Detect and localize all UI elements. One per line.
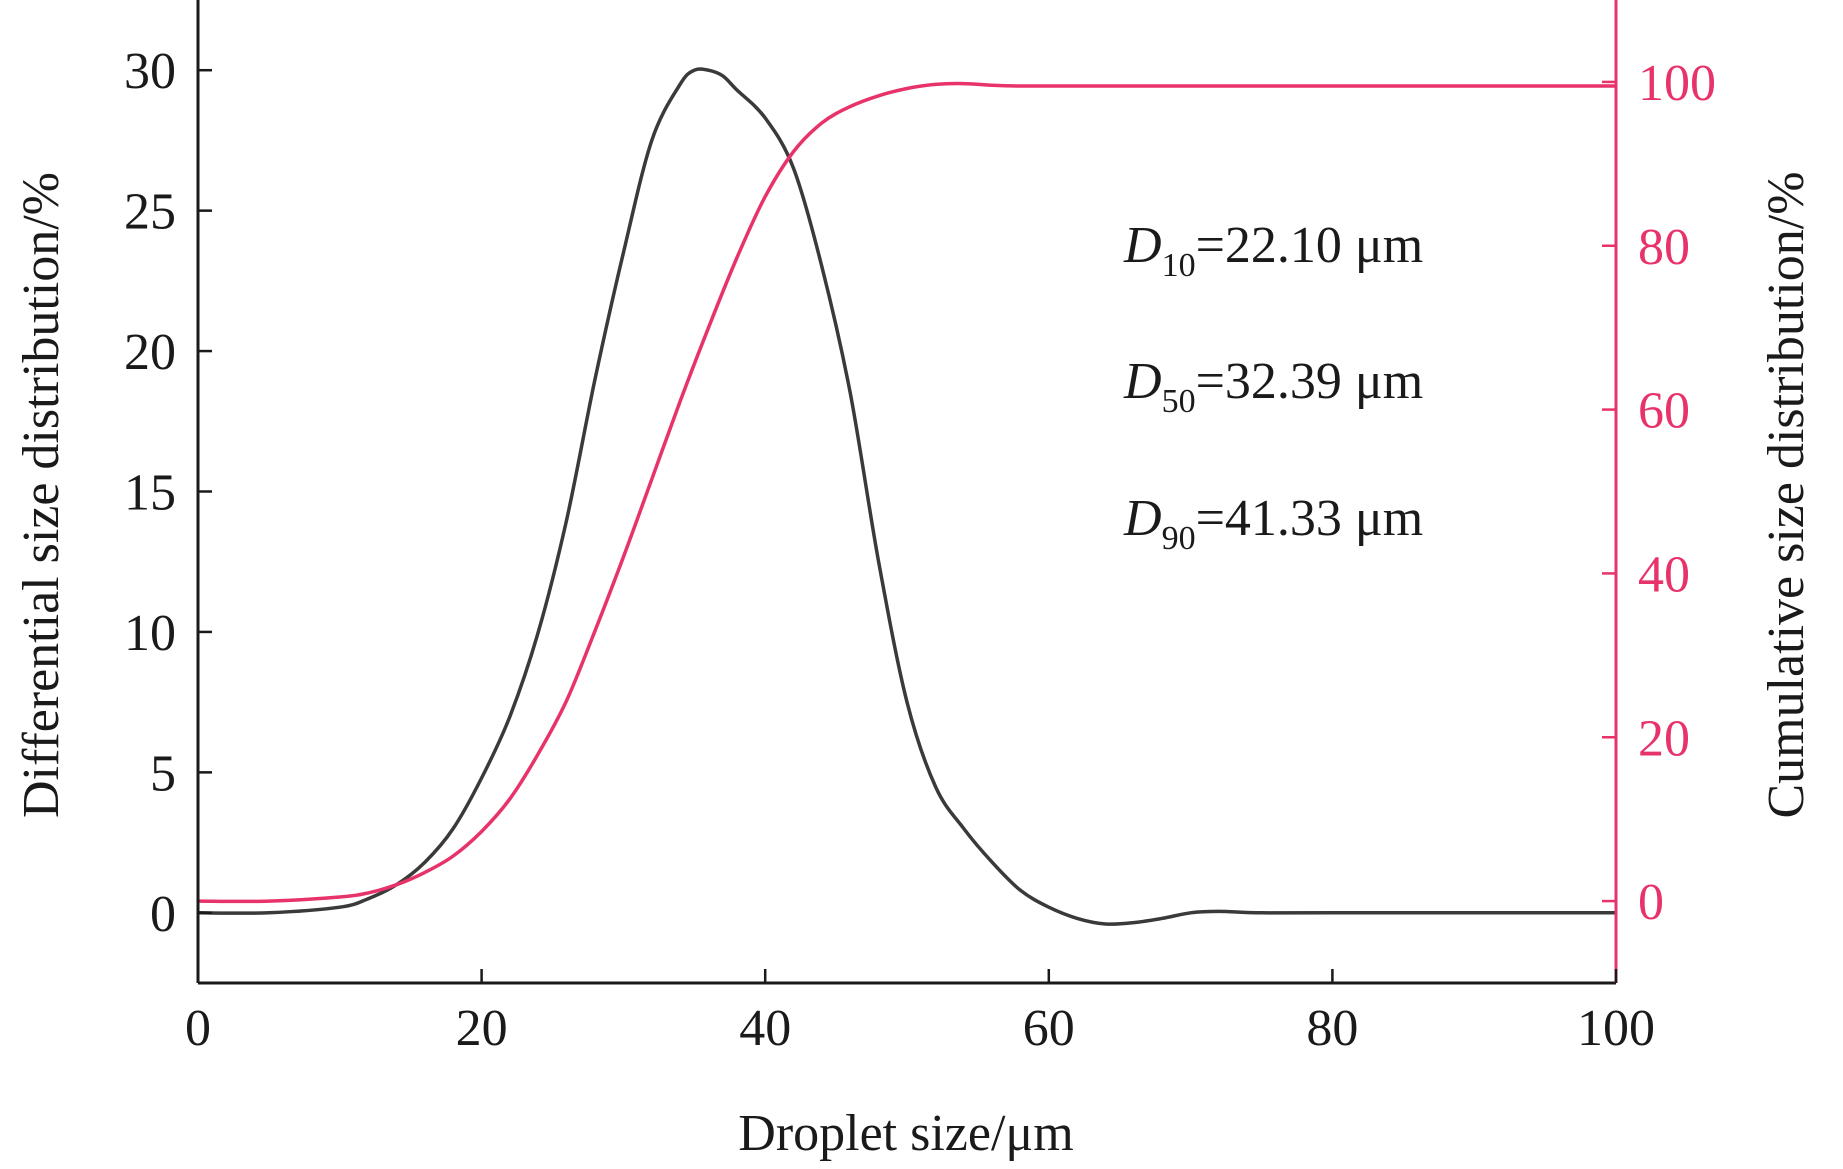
x-tick-label: 20 — [456, 1000, 508, 1057]
y-right-tick-label: 60 — [1638, 383, 1690, 440]
x-axis-title: Droplet size/μm — [738, 1105, 1073, 1162]
curves — [197, 67, 1616, 926]
y-left-tick-label: 15 — [124, 465, 176, 522]
y-right-tick-label: 40 — [1638, 546, 1690, 603]
y-right-tick-label: 100 — [1638, 55, 1716, 112]
y-right-tick-label: 80 — [1638, 219, 1690, 276]
y-right-tick-label: 20 — [1638, 710, 1690, 767]
x-tick-label: 60 — [1023, 1000, 1075, 1057]
y-right-tick-label: 0 — [1638, 874, 1664, 931]
ticks: 0 20 40 60 80 100 0 5 10 15 20 25 30 0 20 40 60 80 100 — [124, 43, 1716, 1057]
y-left-tick-label: 20 — [124, 324, 176, 381]
annotations: D10=22.10 μm D50=32.39 μm D90=41.33 μm — [1123, 217, 1423, 557]
y-right-axis-title: Cumulative size distribution/% — [1758, 171, 1815, 818]
y-left-tick-label: 30 — [124, 43, 176, 100]
y-left-tick-label: 10 — [124, 605, 176, 662]
annotation-90: D90=41.33 μm — [1123, 490, 1423, 557]
y-left-tick-label: 5 — [150, 745, 176, 802]
y-left-tick-label: 25 — [124, 184, 176, 241]
x-tick-label: 0 — [185, 1000, 211, 1057]
annotation-50: D50=32.39 μm — [1123, 353, 1423, 420]
y-left-tick-label: 0 — [150, 886, 176, 943]
differential-curve — [197, 67, 1616, 926]
cumulative-curve — [197, 81, 1616, 904]
x-tick-label: 40 — [739, 1000, 791, 1057]
annotation-10: D10=22.10 μm — [1123, 217, 1423, 284]
x-tick-label: 100 — [1577, 1000, 1655, 1057]
y-left-axis-title: Differential size distribution/% — [13, 172, 70, 818]
x-tick-label: 80 — [1306, 1000, 1358, 1057]
